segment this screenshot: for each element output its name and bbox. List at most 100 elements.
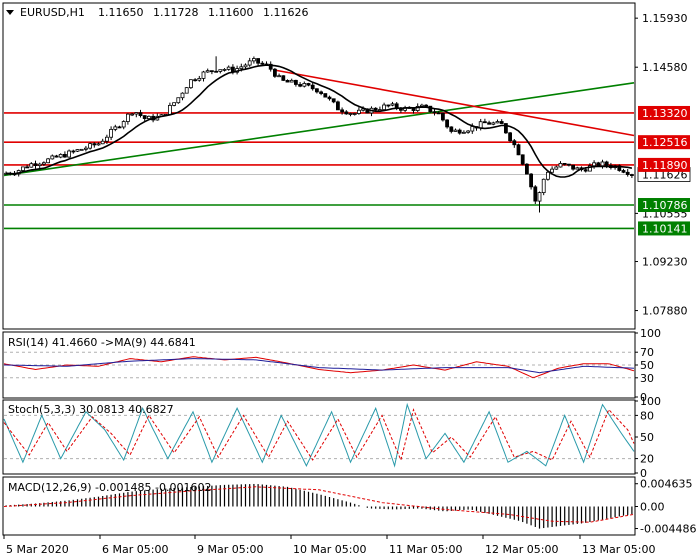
candle-body	[520, 154, 525, 165]
time-tick-label: 10 Mar 05:00	[293, 543, 366, 556]
low-value: 1.11600	[208, 6, 254, 19]
price-panel-frame	[2, 2, 636, 330]
candle-body	[96, 143, 101, 146]
candle-body	[319, 91, 324, 94]
candle-body	[344, 111, 349, 115]
level-label-1: 1.12516	[642, 136, 688, 149]
trendline-0	[3, 82, 635, 177]
price-header: EURUSD,H1 1.11650 1.11728 1.11600 1.1162…	[6, 6, 309, 19]
rsi-tick-label: 0	[640, 391, 647, 404]
candle-body	[54, 155, 59, 158]
candle-body	[621, 170, 626, 173]
candle-body	[138, 112, 143, 117]
rsi-tick-label: 100	[640, 327, 661, 340]
candle-body	[167, 104, 172, 115]
candle-body	[310, 84, 315, 90]
candle-body	[575, 167, 580, 170]
candle-body	[592, 162, 596, 167]
candle-body	[419, 104, 424, 107]
stoch-series-0	[3, 402, 635, 468]
candle-body	[251, 58, 256, 62]
candle-body	[335, 101, 340, 111]
candle-body	[356, 109, 361, 114]
stoch-tick-label: 20	[640, 453, 654, 466]
candle-body	[146, 115, 151, 119]
candle-body	[327, 96, 332, 100]
candle-body	[58, 153, 63, 158]
candle-body	[373, 107, 378, 111]
candle-body	[117, 126, 122, 129]
time-tick-label: 11 Mar 05:00	[389, 543, 462, 556]
macd-tick-label: -0.004486	[640, 523, 696, 536]
candle-body	[226, 66, 231, 70]
candle-body	[348, 113, 353, 115]
candle-body	[109, 128, 113, 138]
time-tick-label: 13 Mar 05:00	[582, 543, 655, 556]
collapse-triangle-icon[interactable]	[6, 10, 14, 15]
stoch-title: Stoch(5,3,3) 30.0813 40.6827	[8, 403, 174, 416]
candle-body	[188, 79, 193, 89]
candle-body	[268, 63, 273, 70]
candle-body	[71, 150, 76, 153]
level-label-3: 1.10786	[642, 199, 688, 212]
level-badge-4	[638, 221, 690, 236]
candle-body	[184, 87, 189, 94]
candle-body	[630, 174, 634, 176]
candle-body	[331, 98, 336, 103]
candle-body	[428, 105, 433, 113]
candle-body	[478, 121, 483, 129]
candle-body	[466, 130, 471, 133]
candle-body	[256, 58, 261, 64]
candle-body	[105, 136, 109, 142]
rsi-series-1	[4, 358, 635, 374]
candle-body	[121, 121, 126, 128]
candle-body	[604, 161, 609, 166]
open-value: 1.11650	[98, 6, 144, 19]
candle-body	[214, 70, 219, 73]
candle-body	[42, 162, 46, 165]
candle-body	[491, 122, 496, 125]
candle-body	[541, 178, 546, 194]
macd-tick-label: 0.00	[640, 500, 665, 513]
rsi-tick-label: 50	[640, 359, 654, 372]
candle-body	[243, 64, 248, 68]
candle-body	[567, 163, 571, 166]
high-value: 1.11728	[153, 6, 199, 19]
candle-body	[558, 163, 563, 168]
candle-body	[525, 163, 529, 175]
time-tick-label: 5 Mar 2020	[6, 543, 69, 556]
candle-body	[546, 171, 550, 180]
candle-body	[382, 104, 387, 111]
candle-body	[470, 126, 475, 132]
candle-body	[197, 78, 202, 81]
candle-body	[516, 144, 521, 156]
price-tick-label: 1.15930	[642, 12, 688, 25]
price-level-badges: 1.116261.133201.125161.118901.107861.101…	[637, 105, 691, 236]
level-badge-3	[638, 198, 690, 213]
candle-body	[449, 126, 454, 132]
candle-body	[445, 119, 450, 128]
level-label-0: 1.13320	[642, 107, 688, 120]
candle-body	[583, 169, 588, 172]
candle-body	[411, 108, 416, 111]
candle-body	[33, 163, 38, 167]
candle-body	[29, 163, 34, 168]
candle-body	[20, 166, 25, 171]
candle-body	[222, 68, 227, 71]
price-tick-label: 1.09230	[642, 256, 688, 269]
candle-body	[302, 83, 307, 87]
candle-body	[298, 84, 303, 87]
time-tick-label: 9 Mar 05:00	[197, 543, 263, 556]
candle-body	[495, 121, 500, 124]
candle-body	[75, 149, 80, 152]
candle-body	[314, 88, 319, 93]
candle-body	[180, 92, 185, 99]
level-badge-0	[638, 105, 690, 120]
candle-body	[306, 83, 311, 86]
stoch-tick-label: 0	[640, 467, 647, 480]
trend-lines	[3, 69, 635, 177]
candle-body	[453, 129, 458, 132]
candle-body	[424, 104, 429, 107]
moving-average-line	[6, 64, 633, 178]
